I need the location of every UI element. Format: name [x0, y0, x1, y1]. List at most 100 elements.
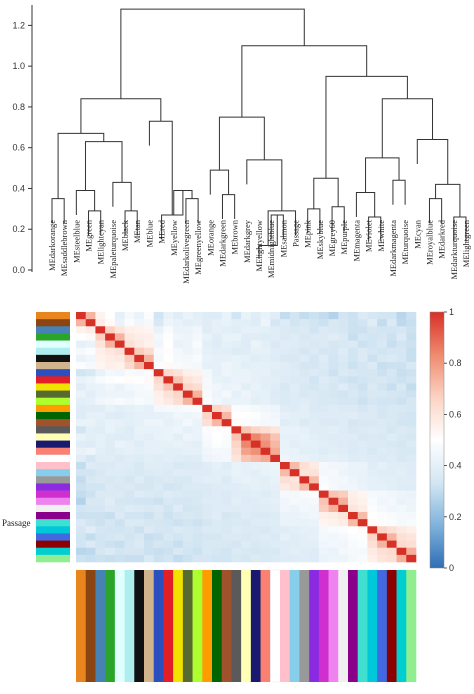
heatmap-cell: [76, 362, 87, 370]
heatmap-cell: [76, 454, 87, 463]
heatmap-cell: [153, 490, 164, 499]
heatmap-cell: [318, 312, 329, 320]
heatmap-cell: [241, 376, 252, 384]
dendrogram-leaf-label: MEyellow: [169, 219, 179, 256]
heatmap-cell: [280, 526, 291, 534]
heatmap-cell: [280, 476, 291, 484]
dendrogram-leaf-label: MEgreen: [84, 219, 94, 251]
heatmap-cell: [114, 369, 125, 377]
heatmap-cell: [377, 519, 388, 527]
heatmap-cell: [357, 369, 368, 377]
column-module-color: [76, 570, 87, 682]
heatmap-cell: [348, 490, 359, 499]
heatmap-cell: [396, 433, 407, 441]
heatmap-cell: [241, 340, 252, 349]
heatmap-cell: [85, 440, 96, 449]
heatmap-cell: [95, 483, 106, 491]
heatmap-cell: [280, 369, 291, 377]
heatmap-cell: [270, 540, 281, 549]
y-tick-label: 1.2: [12, 20, 25, 30]
heatmap-cell: [338, 533, 349, 541]
dendrogram-link: [355, 192, 376, 217]
heatmap-cell: [192, 504, 203, 513]
column-module-color: [377, 570, 388, 682]
heatmap-cell: [173, 533, 184, 541]
row-module-color: [36, 519, 70, 527]
heatmap-cell: [309, 369, 320, 377]
heatmap-cell: [202, 533, 213, 541]
heatmap-cell: [260, 469, 271, 477]
heatmap-cell: [85, 419, 96, 427]
heatmap-cell: [299, 333, 310, 341]
heatmap-cell: [231, 540, 242, 549]
heatmap-cell: [144, 554, 155, 563]
heatmap-cell: [192, 333, 203, 341]
heatmap-cell: [95, 512, 106, 520]
heatmap-cell: [270, 426, 281, 434]
heatmap-cell: [250, 440, 261, 449]
heatmap-cell: [357, 554, 368, 563]
dendrogram-leaf-label: Passage: [291, 220, 301, 247]
heatmap-cell: [357, 404, 368, 413]
heatmap-cell: [212, 512, 223, 520]
heatmap-cell: [299, 476, 310, 484]
heatmap-cell: [377, 483, 388, 491]
heatmap-cell: [231, 419, 242, 427]
heatmap-cell: [299, 490, 310, 499]
heatmap-cell: [192, 390, 203, 399]
heatmap-cell: [202, 319, 213, 327]
heatmap-cell: [396, 540, 407, 549]
heatmap-cell: [153, 333, 164, 341]
heatmap-cell: [163, 419, 174, 427]
heatmap-cell: [134, 490, 145, 499]
heatmap-cell: [85, 362, 96, 370]
heatmap-cell: [241, 440, 252, 449]
heatmap-cell: [182, 547, 193, 556]
heatmap-cell: [250, 376, 261, 384]
heatmap-cell: [163, 469, 174, 477]
heatmap-cell: [173, 397, 184, 406]
heatmap-cell: [318, 519, 329, 527]
heatmap-cell: [182, 476, 193, 484]
heatmap-cell: [124, 519, 135, 527]
heatmap-cell: [153, 354, 164, 363]
heatmap-cell: [241, 469, 252, 477]
heatmap-cell: [231, 333, 242, 341]
heatmap-cell: [124, 383, 135, 391]
heatmap-cell: [367, 376, 378, 384]
heatmap-cell: [192, 512, 203, 520]
heatmap-cell: [241, 454, 252, 463]
heatmap-cell: [386, 476, 397, 484]
heatmap-cell: [202, 404, 213, 413]
heatmap-cell: [85, 454, 96, 463]
heatmap-cell: [406, 312, 417, 320]
heatmap-cell: [406, 519, 417, 527]
heatmap-cell: [377, 347, 388, 356]
heatmap-cell: [348, 533, 359, 541]
heatmap-cell: [260, 340, 271, 349]
heatmap-cell: [250, 404, 261, 413]
heatmap-cell: [212, 454, 223, 463]
heatmap-cell: [396, 390, 407, 399]
heatmap-cell: [309, 383, 320, 391]
heatmap-cell: [134, 483, 145, 491]
heatmap-cell: [280, 469, 291, 477]
heatmap-cell: [95, 376, 106, 384]
dendrogram-link: [428, 198, 443, 224]
heatmap-cell: [95, 362, 106, 370]
heatmap-cell: [328, 440, 339, 449]
column-module-color: [134, 570, 145, 682]
heatmap-cell: [192, 397, 203, 406]
heatmap-cell: [289, 419, 300, 427]
heatmap-cell: [338, 347, 349, 356]
heatmap-cell: [386, 540, 397, 549]
heatmap-cell: [386, 547, 397, 556]
heatmap-cell: [202, 512, 213, 520]
heatmap-cell: [348, 519, 359, 527]
heatmap-cell: [212, 340, 223, 349]
heatmap-cell: [202, 504, 213, 513]
heatmap-cell: [202, 419, 213, 427]
heatmap-cell: [212, 497, 223, 506]
heatmap-cell: [153, 469, 164, 477]
heatmap-cell: [348, 319, 359, 327]
